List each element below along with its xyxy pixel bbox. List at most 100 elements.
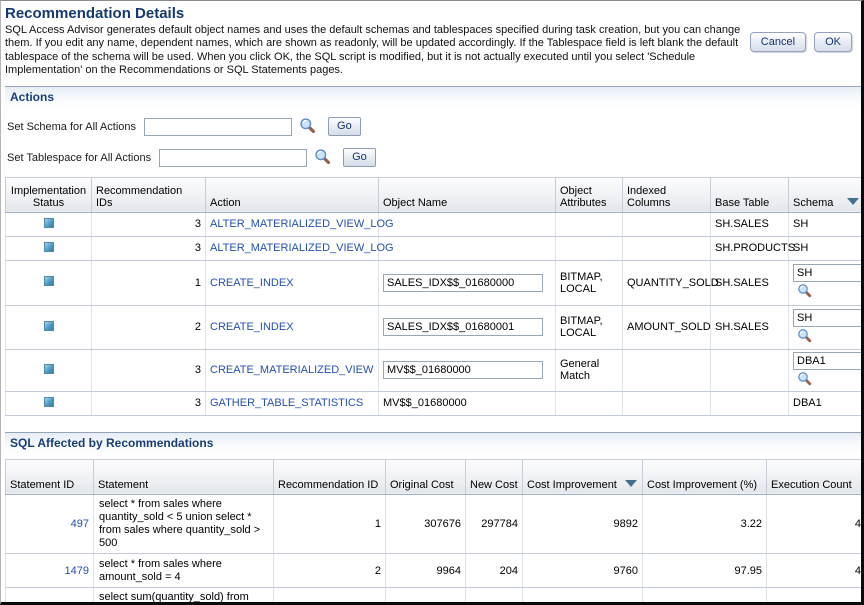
col-header-statement: Statement: [93, 458, 274, 495]
statement-text: select * from sales where amount_sold = …: [93, 553, 274, 589]
execution-count-cell: 4: [766, 587, 861, 602]
object-attributes-cell: BITMAP, LOCAL: [555, 260, 623, 306]
col-header-statement-id: Statement ID: [5, 458, 94, 495]
sql-table-header-row: Statement ID Statement Recommendation ID…: [5, 458, 861, 495]
object-name-input[interactable]: [383, 361, 543, 380]
action-link[interactable]: CREATE_INDEX: [210, 321, 294, 334]
statement-id-link[interactable]: 497: [70, 518, 89, 531]
sql-row: 803 select sum(quantity_sold) from sales…: [5, 587, 861, 602]
action-row: 1 CREATE_INDEX BITMAP, LOCAL QUANTITY_SO…: [5, 260, 861, 306]
implementation-status-icon: [43, 320, 54, 331]
statement-text: select sum(quantity_sold) from sales s, …: [93, 587, 274, 602]
actions-section-title: Actions: [10, 89, 55, 104]
ok-button[interactable]: OK: [814, 32, 852, 52]
base-table-cell: SH.PRODUCTS: [710, 236, 795, 261]
base-table-cell: SH.SALES: [710, 212, 789, 237]
action-link[interactable]: ALTER_MATERIALIZED_VIEW_LOG: [210, 218, 394, 231]
indexed-columns-cell: QUANTITY_SOLD: [622, 260, 719, 306]
recommendation-ids-cell: 3: [91, 212, 206, 237]
sql-affected-section-header: SQL Affected by Recommendations: [5, 431, 861, 454]
schema-cell: [788, 349, 861, 392]
page-title: Recommendation Details: [5, 5, 185, 22]
execution-count-cell: 4: [766, 553, 861, 589]
action-row: 3 ALTER_MATERIALIZED_VIEW_LOG SH.PRODUCT…: [5, 236, 861, 261]
col-header-recommendation-id: Recommendation ID: [273, 458, 386, 495]
cost-improvement-pct-cell: 97.95: [642, 553, 767, 589]
recommendation-ids-cell: 3: [91, 236, 206, 261]
schema-lookup-search-icon[interactable]: [797, 328, 812, 346]
action-link[interactable]: GATHER_TABLE_STATISTICS: [210, 397, 364, 410]
schema-cell: [788, 305, 861, 350]
actions-table: Implementation Status Recommendation IDs…: [5, 176, 861, 416]
schema-cell: SH: [788, 212, 861, 237]
page-description: SQL Access Advisor generates default obj…: [5, 24, 741, 77]
indexed-columns-cell: [622, 349, 711, 392]
schema-input[interactable]: [793, 351, 861, 370]
col-header-object-attributes: Object Attributes: [555, 176, 623, 213]
implementation-status-icon: [43, 241, 54, 252]
cost-improvement-cell: 9892: [522, 494, 643, 555]
set-schema-input[interactable]: [144, 117, 293, 136]
schema-cell: DBA1: [788, 391, 861, 416]
action-link[interactable]: ALTER_MATERIALIZED_VIEW_LOG: [210, 242, 394, 255]
new-cost-cell: 204: [465, 553, 523, 589]
object-attributes-cell: General Match: [555, 349, 623, 392]
object-name-cell: [378, 260, 556, 306]
object-attributes-cell: [555, 212, 623, 237]
recommendation-ids-cell: 3: [91, 391, 206, 416]
schema-input[interactable]: [793, 308, 861, 327]
indexed-columns-cell: AMOUNT_SOLD: [622, 305, 711, 350]
implementation-status-icon: [43, 276, 54, 287]
cost-improvement-pct-cell: 3.22: [642, 494, 767, 555]
recommendation-ids-cell: 1: [91, 260, 206, 306]
col-header-base-table: Base Table: [710, 176, 789, 213]
schema-search-icon[interactable]: [297, 117, 318, 137]
action-row: 3 CREATE_MATERIALIZED_VIEW General Match: [5, 349, 861, 392]
col-header-action: Action: [205, 176, 379, 213]
action-link[interactable]: CREATE_MATERIALIZED_VIEW: [210, 364, 374, 377]
action-link[interactable]: CREATE_INDEX: [210, 276, 294, 289]
set-schema-label: Set Schema for All Actions: [7, 120, 137, 133]
implementation-status-icon: [43, 217, 54, 228]
col-header-execution-count: Execution Count: [766, 458, 861, 495]
object-name-input[interactable]: [383, 318, 543, 337]
schema-cell: [788, 260, 861, 306]
recommendation-id-cell: 1: [273, 494, 386, 555]
set-schema-go-button[interactable]: Go: [328, 117, 361, 137]
col-header-cost-improvement-pct: Cost Improvement (%): [642, 458, 767, 495]
set-tablespace-input[interactable]: [159, 148, 308, 167]
object-name-input[interactable]: [383, 273, 543, 292]
object-name-cell: [378, 212, 556, 237]
cancel-button[interactable]: Cancel: [749, 32, 807, 52]
cost-improvement-cell: 9760: [522, 553, 643, 589]
set-schema-row: Set Schema for All Actions Go: [7, 115, 861, 139]
new-cost-cell: 12: [465, 587, 523, 602]
schema-input[interactable]: [793, 264, 861, 283]
new-cost-cell: 297784: [465, 494, 523, 555]
action-row: 3 ALTER_MATERIALIZED_VIEW_LOG SH.SALES S…: [5, 212, 861, 237]
statement-id-link[interactable]: 1479: [64, 564, 89, 577]
col-header-schema[interactable]: Schema: [788, 176, 861, 213]
col-header-indexed-columns: Indexed Columns: [622, 176, 711, 213]
base-table-cell: SH.SALES: [710, 260, 789, 306]
sql-row: 497 select * from sales where quantity_s…: [5, 494, 861, 555]
sql-affected-section-title: SQL Affected by Recommendations: [10, 435, 214, 450]
schema-lookup-search-icon[interactable]: [797, 371, 812, 389]
object-attributes-cell: BITMAP, LOCAL: [555, 305, 623, 350]
object-name-cell: [378, 305, 556, 350]
original-cost-cell: 307676: [385, 494, 466, 555]
col-header-recommendation-ids: Recommendation IDs: [91, 176, 206, 213]
recommendation-ids-cell: 2: [91, 305, 206, 350]
schema-lookup-search-icon[interactable]: [797, 283, 812, 301]
col-header-cost-improvement[interactable]: Cost Improvement: [522, 458, 643, 495]
cost-improvement-pct-cell: 99.80: [642, 587, 767, 602]
intro-row: SQL Access Advisor generates default obj…: [5, 24, 861, 78]
tablespace-search-icon[interactable]: [312, 148, 333, 168]
indexed-columns-cell: [622, 212, 711, 237]
recommendation-ids-cell: 3: [91, 349, 206, 392]
set-tablespace-go-button[interactable]: Go: [343, 148, 376, 168]
statement-text: select * from sales where quantity_sold …: [93, 494, 274, 555]
sql-affected-table: Statement ID Statement Recommendation ID…: [5, 458, 861, 602]
set-tablespace-row: Set Tablespace for All Actions Go: [7, 146, 861, 170]
